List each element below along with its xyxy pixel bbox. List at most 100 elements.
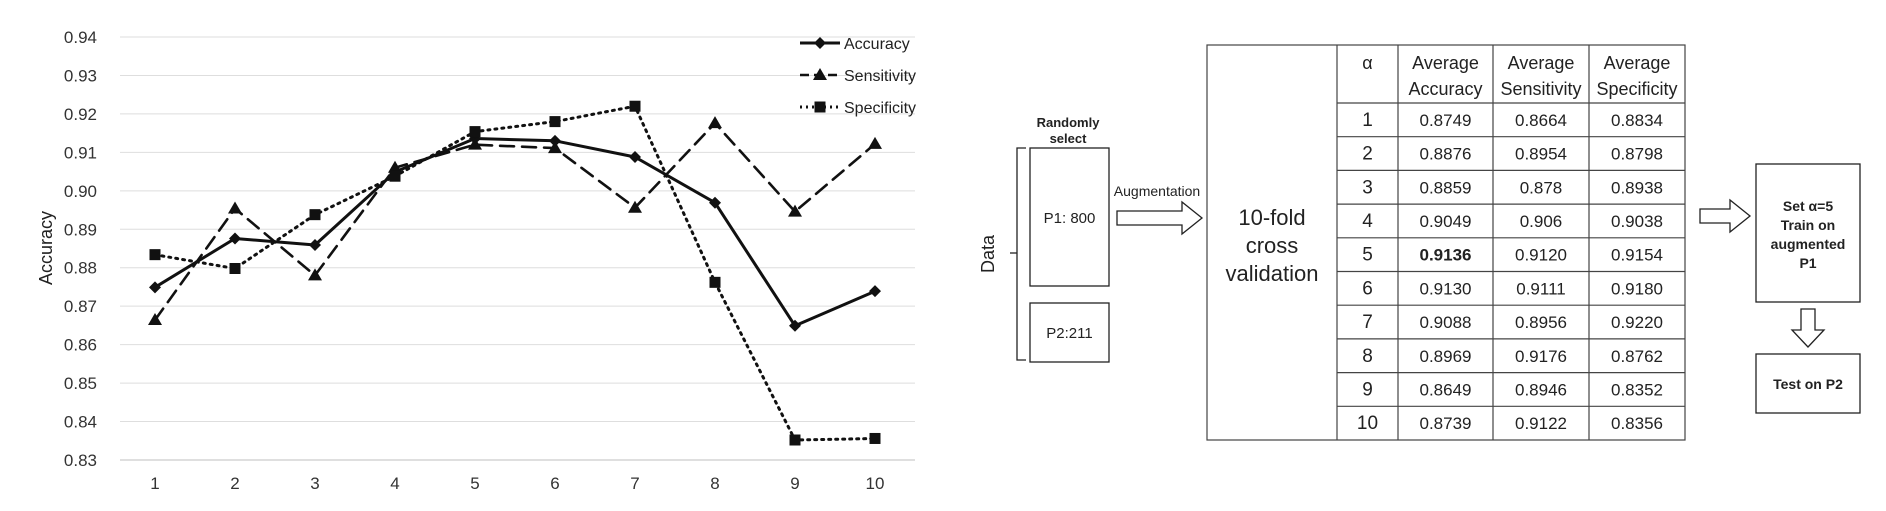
test-box-label: Test on P2	[1773, 376, 1843, 392]
table-value-cell: 0.9180	[1611, 279, 1663, 298]
legend-marker	[814, 37, 826, 49]
table-value-cell: 0.8356	[1611, 414, 1663, 433]
table-value-cell: 0.9122	[1515, 414, 1567, 433]
data-point-sensitivity	[468, 137, 482, 150]
cv-label-line: 10-fold	[1238, 205, 1305, 230]
data-point-sensitivity	[628, 200, 642, 213]
x-tick-label: 2	[230, 474, 239, 493]
table-value-cell: 0.8649	[1420, 380, 1472, 399]
legend-entry: Sensitivity	[844, 68, 916, 85]
y-tick-labels: 0.83 0.84 0.85 0.86 0.87 0.88 0.89 0.90 0.91 0.92…	[64, 28, 97, 470]
x-tick-label: 6	[550, 474, 559, 493]
y-tick-label: 0.84	[64, 413, 97, 432]
table-value-cell: 0.8876	[1420, 145, 1472, 164]
table-alpha-cell: 7	[1362, 312, 1373, 333]
table-value-cell: 0.9176	[1515, 347, 1567, 366]
data-point-specificity	[629, 100, 641, 112]
cv-label-line: cross	[1246, 233, 1299, 258]
table-header: Average	[1412, 53, 1479, 73]
table-header: Sensitivity	[1500, 79, 1581, 99]
data-point-sensitivity	[148, 313, 162, 326]
data-point-sensitivity	[308, 268, 322, 281]
table-alpha-cell: 1	[1362, 110, 1373, 131]
table-header: Average	[1604, 53, 1671, 73]
table-alpha-cell: 10	[1357, 413, 1378, 434]
series-specificity	[149, 100, 881, 446]
legend-marker	[814, 101, 826, 113]
table-value-cell: 0.8352	[1611, 380, 1663, 399]
table-header: Accuracy	[1408, 79, 1482, 99]
table-alpha-cell: 2	[1362, 144, 1373, 165]
table-alpha-cell: 6	[1362, 278, 1373, 299]
data-point-accuracy	[629, 150, 641, 163]
table-value-cell: 0.9136	[1420, 246, 1472, 265]
y-tick-label: 0.89	[64, 220, 97, 239]
x-tick-label: 4	[390, 474, 399, 493]
table-value-cell: 0.8798	[1611, 145, 1663, 164]
data-point-specificity	[309, 209, 321, 221]
test-arrow	[1790, 308, 1826, 348]
p1-box	[1029, 147, 1110, 287]
table-value-cell: 0.8969	[1420, 347, 1472, 366]
p2-box	[1029, 302, 1110, 363]
data-point-sensitivity	[228, 201, 242, 214]
table-value-cell: 0.878	[1520, 178, 1563, 197]
table-value-cell: 0.906	[1520, 212, 1563, 231]
data-point-accuracy	[229, 232, 241, 245]
series-line-specificity	[153, 104, 877, 442]
data-point-specificity	[869, 432, 881, 444]
table-value-cell: 0.9130	[1420, 279, 1472, 298]
data-point-specificity	[709, 276, 721, 288]
table-value-cell: 0.8954	[1515, 145, 1567, 164]
train-box-line: augmented	[1771, 236, 1846, 252]
x-tick-labels: 1 2 3 4 5 6 7 8 9 10	[150, 474, 884, 493]
table-value-cell: 0.9120	[1515, 246, 1567, 265]
y-tick-label: 0.91	[64, 143, 97, 162]
data-point-accuracy	[789, 319, 801, 332]
data-point-sensitivity	[708, 116, 722, 129]
p2-label: P2:211	[1046, 325, 1092, 342]
table-value-cell: 0.8749	[1420, 111, 1472, 130]
train-arrow	[1699, 198, 1752, 234]
y-tick-label: 0.90	[64, 182, 97, 201]
data-point-specificity	[149, 249, 161, 261]
table-header: Specificity	[1596, 79, 1677, 99]
data-point-accuracy	[549, 134, 561, 147]
y-tick-label: 0.83	[64, 451, 97, 470]
train-box-line: Set α=5	[1783, 198, 1833, 214]
x-tick-label: 9	[790, 474, 799, 493]
table-value-cell: 0.9038	[1611, 212, 1663, 231]
y-tick-label: 0.85	[64, 374, 97, 393]
table-alpha-cell: 8	[1362, 346, 1373, 367]
y-tick-label: 0.87	[64, 297, 97, 316]
chart-legend: Accuracy Sensitivity Specificity	[800, 36, 916, 117]
p1-label: P1: 800	[1044, 210, 1096, 227]
table-header: Average	[1508, 53, 1575, 73]
table-alpha-cell: 3	[1362, 177, 1373, 198]
data-point-sensitivity	[788, 204, 802, 217]
table-value-cell: 0.9088	[1420, 313, 1472, 332]
x-tick-label: 8	[710, 474, 719, 493]
data-point-sensitivity	[868, 136, 882, 149]
x-tick-label: 1	[150, 474, 159, 493]
train-box-line: P1	[1799, 255, 1816, 271]
chart-series	[148, 100, 882, 446]
test-box	[1755, 353, 1861, 414]
train-box-line: Train on	[1781, 217, 1835, 233]
augmentation-label: Augmentation	[1114, 183, 1200, 199]
series-line-accuracy	[153, 137, 877, 328]
data-label: Data	[978, 234, 998, 273]
randomly-select-label: Randomly	[1037, 115, 1101, 130]
x-tick-label: 10	[866, 474, 885, 493]
cv-label-line: validation	[1226, 261, 1319, 286]
legend-entry: Specificity	[844, 100, 916, 117]
data-point-accuracy	[149, 281, 161, 294]
series-accuracy	[149, 132, 881, 332]
table-alpha-cell: 5	[1362, 245, 1373, 266]
data-point-specificity	[549, 116, 561, 128]
series-sensitivity	[148, 116, 882, 326]
table-value-cell: 0.9220	[1611, 313, 1663, 332]
table-value-cell: 0.8946	[1515, 380, 1567, 399]
data-point-sensitivity	[388, 160, 402, 173]
